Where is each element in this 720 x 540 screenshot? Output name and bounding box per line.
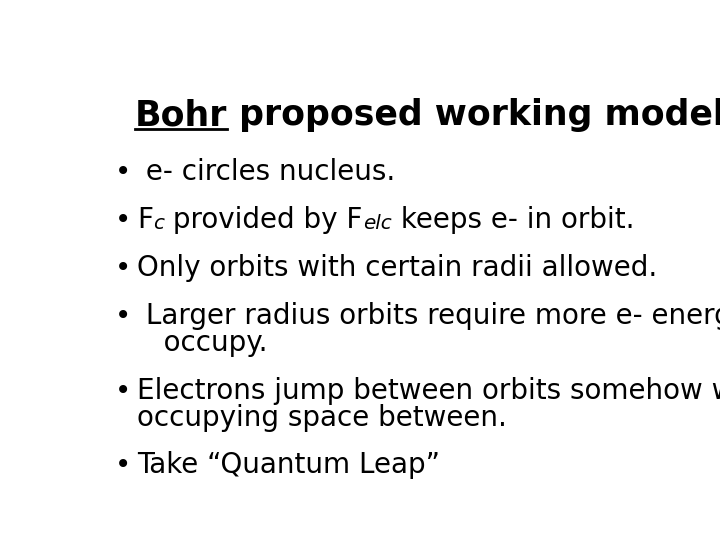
Text: provided by F: provided by F [164, 206, 363, 234]
Text: •: • [115, 451, 131, 480]
Text: Electrons jump between orbits somehow without: Electrons jump between orbits somehow wi… [138, 377, 720, 404]
Text: c: c [153, 214, 164, 233]
Text: •: • [115, 206, 131, 234]
Text: Larger radius orbits require more e- energy for e- to: Larger radius orbits require more e- ene… [138, 302, 720, 330]
Text: •: • [115, 302, 131, 330]
Text: •: • [115, 377, 131, 404]
Text: Take “Quantum Leap”: Take “Quantum Leap” [138, 451, 441, 480]
Text: Bohr: Bohr [135, 98, 227, 132]
Text: occupying space between.: occupying space between. [138, 404, 508, 431]
Text: •: • [115, 254, 131, 282]
Text: elc: elc [363, 214, 392, 233]
Text: •: • [115, 158, 131, 186]
Text: e- circles nucleus.: e- circles nucleus. [138, 158, 396, 186]
Text: Only orbits with certain radii allowed.: Only orbits with certain radii allowed. [138, 254, 657, 282]
Text: keeps e- in orbit.: keeps e- in orbit. [392, 206, 634, 234]
Text: occupy.: occupy. [138, 329, 268, 357]
Text: proposed working model for H.: proposed working model for H. [227, 98, 720, 132]
Text: F: F [138, 206, 153, 234]
